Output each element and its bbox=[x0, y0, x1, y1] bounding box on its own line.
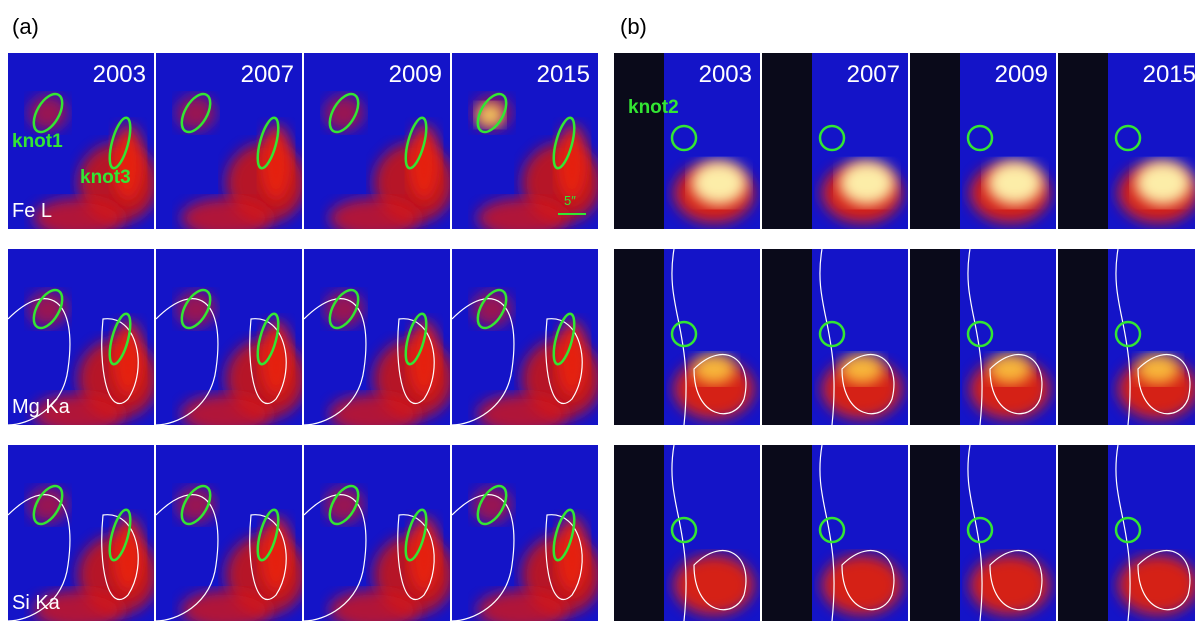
scale-bar bbox=[558, 213, 586, 215]
scale-label: 5″ bbox=[564, 193, 576, 208]
image-tile: 2007 bbox=[156, 53, 302, 229]
year-label: 2015 bbox=[1142, 61, 1195, 88]
image-tile: 2015 5″ bbox=[452, 53, 598, 229]
row-label: Mg Ka bbox=[12, 396, 70, 418]
year-label: 2009 bbox=[994, 61, 1048, 88]
image-tile bbox=[452, 249, 598, 425]
image-tile bbox=[304, 445, 450, 621]
image-tile bbox=[1058, 249, 1195, 425]
image-tile bbox=[452, 445, 598, 621]
image-tile: 2003 Fe L knot1 knot3 bbox=[8, 53, 154, 229]
panel-b-label: (b) bbox=[620, 14, 647, 39]
image-tile bbox=[910, 445, 1056, 621]
year-label: 2009 bbox=[388, 61, 442, 88]
image-tile bbox=[614, 249, 760, 425]
image-tile: 2009 bbox=[910, 53, 1056, 229]
year-label: 2007 bbox=[846, 61, 900, 88]
image-tile bbox=[1058, 445, 1195, 621]
image-tile: 2009 bbox=[304, 53, 450, 229]
image-tile: 2007 bbox=[762, 53, 908, 229]
year-label: 2003 bbox=[92, 61, 146, 88]
image-tile: 2003 knot2 bbox=[614, 53, 760, 229]
panel-a-label: (a) bbox=[12, 14, 39, 39]
year-label: 2007 bbox=[240, 61, 294, 88]
image-tile: Si Ka bbox=[8, 445, 154, 621]
image-tile bbox=[156, 249, 302, 425]
image-tile: 2015 bbox=[1058, 53, 1195, 229]
image-tile bbox=[762, 445, 908, 621]
image-tile: Mg Ka bbox=[8, 249, 154, 425]
image-tile bbox=[762, 249, 908, 425]
row-label: Fe L bbox=[12, 200, 53, 222]
image-tile bbox=[304, 249, 450, 425]
knot-label: knot1 bbox=[12, 131, 63, 152]
knot-label: knot3 bbox=[80, 167, 131, 188]
image-tile bbox=[156, 445, 302, 621]
knot-label: knot2 bbox=[628, 97, 679, 118]
row-label: Si Ka bbox=[12, 592, 60, 614]
year-label: 2003 bbox=[698, 61, 752, 88]
image-tile bbox=[910, 249, 1056, 425]
year-label: 2015 bbox=[536, 61, 590, 88]
image-tile bbox=[614, 445, 760, 621]
